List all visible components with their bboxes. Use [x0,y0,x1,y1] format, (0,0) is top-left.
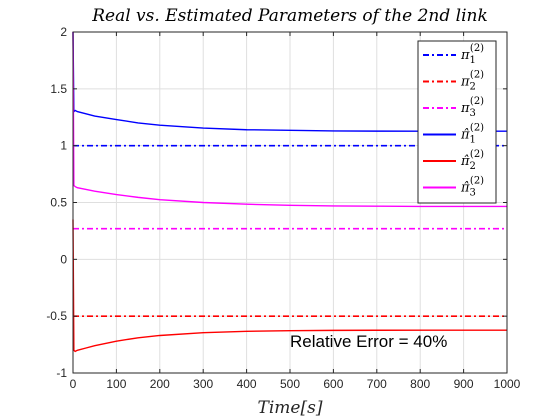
legend-box [417,40,497,204]
x-tick-label: 100 [106,377,126,391]
ticks: 0 100 200 300 400 500 600 700 800 900 1000 -1 -0.5 0 0… [46,25,520,391]
x-tick-label: 200 [150,377,170,391]
series-layer [72,31,507,353]
y-tick-label: -0.5 [46,309,67,323]
series-line-5 [72,219,507,353]
y-tick-label: 1.5 [50,82,67,96]
x-tick-label: 0 [70,377,77,391]
y-tick-label: 2 [60,25,67,39]
legend-label: π̂1(2) [460,123,484,146]
x-tick-label: 900 [454,377,474,391]
legend-label: π̂3(2) [460,176,484,199]
legend: π1(2) π2(2) π3(2) π̂1(2) π̂2(2) π̂3(2) [417,40,497,204]
x-tick-label: 800 [410,377,430,391]
y-tick-label: -1 [56,366,67,380]
legend-label: π2(2) [460,70,484,93]
x-tick-label: 400 [237,377,257,391]
series-line-6 [72,31,507,208]
legend-label: π3(2) [460,96,484,119]
y-tick-label: 1 [60,139,67,153]
x-tick-label: 500 [280,377,300,391]
legend-label: π̂2(2) [460,149,484,172]
x-tick-label: 300 [193,377,213,391]
x-axis-label: Time[s] [258,398,323,418]
y-tick-label: 0.5 [50,196,67,210]
chart-title: Real vs. Estimated Parameters of the 2nd… [91,6,488,26]
x-tick-label: 700 [367,377,387,391]
x-tick-label: 1000 [494,377,521,391]
y-tick-label: 0 [60,252,67,266]
x-tick-label: 600 [323,377,343,391]
relative-error-annotation: Relative Error = 40% [290,332,447,351]
legend-label: π1(2) [460,43,484,66]
series-line-4 [72,31,507,132]
